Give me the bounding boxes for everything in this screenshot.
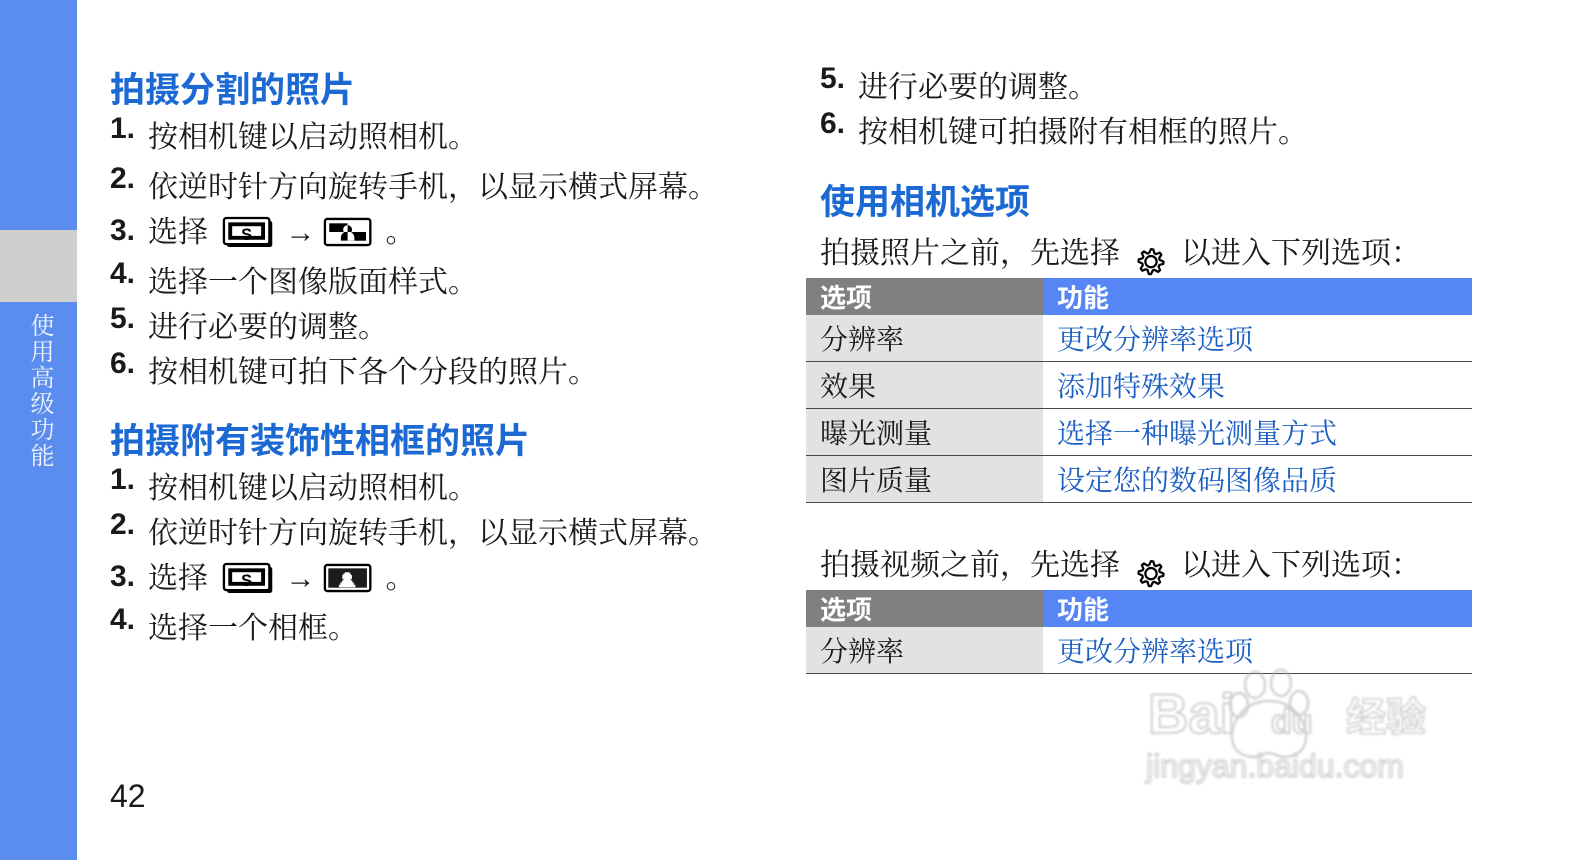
svg-text:经验: 经验 [1346, 696, 1426, 740]
svg-text:Bai: Bai [1148, 682, 1235, 745]
svg-text:du: du [1271, 703, 1313, 741]
svg-text:jingyan.baidu.com: jingyan.baidu.com [1145, 748, 1404, 784]
svg-text:S: S [241, 226, 252, 244]
svg-text:S: S [241, 572, 252, 590]
